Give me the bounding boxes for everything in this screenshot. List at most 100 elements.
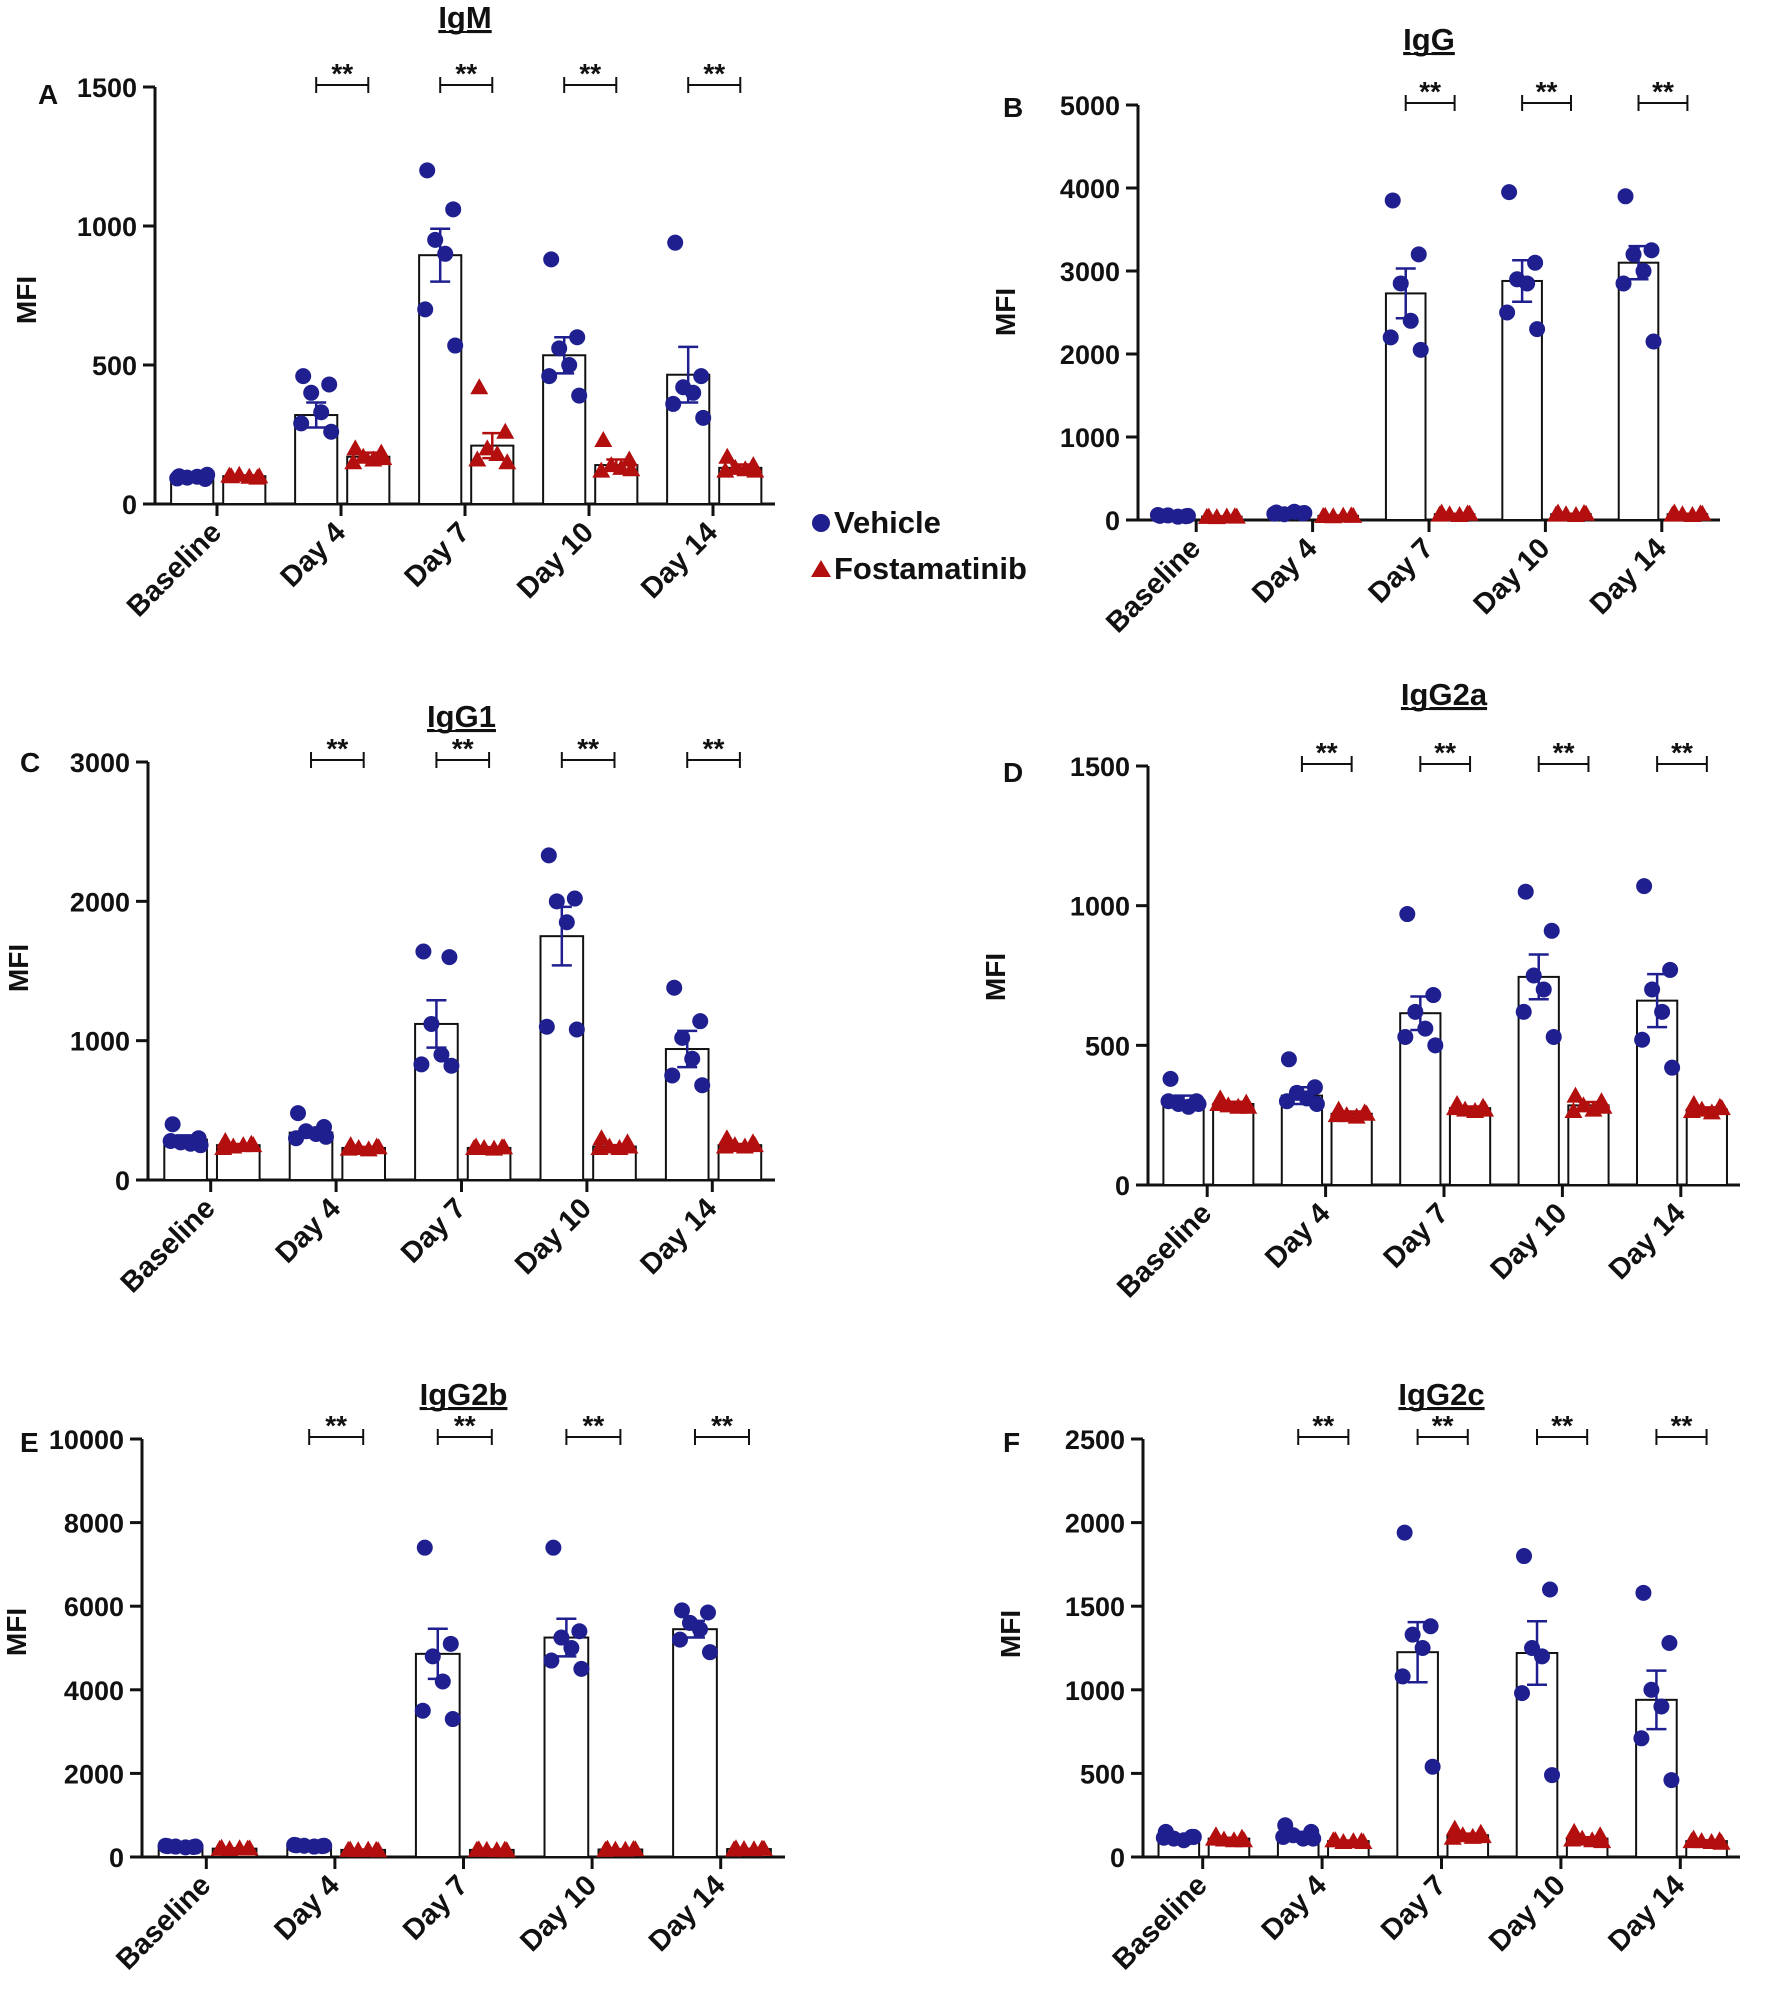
data-point-vehicle (1179, 507, 1196, 524)
y-tick-label: 0 (1105, 506, 1120, 536)
y-tick-label: 0 (1110, 1843, 1125, 1873)
data-point-vehicle (1280, 1051, 1297, 1068)
x-tick-label: Baseline (1100, 532, 1207, 639)
data-point-vehicle (701, 1644, 718, 1661)
data-point-vehicle (413, 1056, 430, 1073)
y-axis-label: MFI (980, 953, 1011, 1001)
data-point-fostamatinib (374, 449, 393, 466)
y-tick-label: 5000 (1060, 91, 1120, 121)
data-point-fostamatinib (478, 439, 497, 456)
x-tick-label: Day 4 (270, 1192, 347, 1269)
data-point-vehicle (543, 251, 560, 268)
x-tick-label: Baseline (115, 1192, 222, 1299)
data-point-vehicle (1653, 1698, 1670, 1715)
data-point-fostamatinib (1566, 1086, 1585, 1103)
data-point-fostamatinib (495, 1138, 514, 1155)
significance-label: ** (1671, 1410, 1693, 1441)
data-point-vehicle (1149, 507, 1166, 524)
y-tick-label: 2000 (1060, 340, 1120, 370)
data-point-vehicle (1417, 1020, 1434, 1037)
data-point-fostamatinib (1702, 1103, 1721, 1120)
bar-vehicle (1635, 999, 1679, 1187)
data-point-fostamatinib (1357, 1104, 1376, 1121)
significance-label: ** (1671, 737, 1693, 768)
data-point-fostamatinib (592, 461, 611, 478)
significance-label: ** (1312, 1410, 1334, 1441)
significance-label: ** (1551, 1410, 1573, 1441)
data-point-fostamatinib (1445, 1819, 1464, 1836)
data-point-vehicle (318, 1128, 335, 1145)
data-point-vehicle (419, 162, 436, 179)
data-point-vehicle (694, 1077, 711, 1094)
y-tick-label: 500 (92, 351, 137, 381)
data-point-vehicle (1643, 1681, 1660, 1698)
data-point-vehicle (573, 1660, 590, 1677)
data-point-vehicle (323, 423, 340, 440)
data-point-fostamatinib (1314, 507, 1333, 524)
data-point-vehicle (1615, 275, 1632, 292)
data-point-vehicle (1275, 1828, 1292, 1845)
data-point-vehicle (192, 1137, 209, 1154)
panel-c: C IgG1 MFI 0 1000 2000 3000 Baseline Day 4 Day 7 D… (3, 699, 775, 1299)
legend-item-vehicle: Vehicle (800, 503, 941, 543)
data-point-fostamatinib (1663, 505, 1682, 522)
data-point-vehicle (443, 1057, 460, 1074)
data-point-fostamatinib (339, 1840, 358, 1857)
y-tick-label: 3000 (1060, 257, 1120, 287)
data-point-vehicle (545, 1539, 562, 1556)
data-point-vehicle (445, 201, 462, 218)
data-point-vehicle (1162, 1070, 1179, 1087)
x-tick-label: Day 7 (1378, 1197, 1455, 1274)
data-point-vehicle (1635, 263, 1652, 279)
data-point-vehicle (1542, 1581, 1559, 1598)
data-point-vehicle (286, 1836, 303, 1853)
data-point-vehicle (1427, 1037, 1444, 1054)
data-point-vehicle (1664, 1059, 1681, 1076)
data-point-vehicle (1662, 961, 1679, 978)
data-point-vehicle (415, 943, 432, 960)
legend-label-fostamatinib: Fostamatinib (834, 551, 1027, 586)
y-tick-label: 500 (1080, 1759, 1125, 1789)
data-point-vehicle (427, 231, 444, 248)
data-point-fostamatinib (622, 460, 641, 477)
x-tick-label: Day 7 (1363, 532, 1440, 609)
data-point-vehicle (313, 404, 330, 421)
data-point-fostamatinib (1204, 1829, 1223, 1846)
data-point-fostamatinib (1209, 1094, 1228, 1111)
data-point-vehicle (674, 1029, 691, 1046)
data-point-fostamatinib (1594, 1097, 1613, 1114)
panel-letter: B (1003, 92, 1023, 123)
data-point-vehicle (433, 1046, 450, 1063)
y-tick-label: 0 (109, 1843, 124, 1873)
data-point-vehicle (1617, 188, 1634, 205)
x-tick-label: Day 7 (397, 1869, 474, 1946)
significance-label: ** (1434, 737, 1456, 768)
data-point-vehicle (1425, 987, 1442, 1004)
data-point-fostamatinib (369, 1841, 388, 1858)
data-point-vehicle (1634, 1031, 1651, 1048)
x-tick-label: Day 10 (1483, 1869, 1572, 1958)
data-point-fostamatinib (354, 447, 373, 464)
x-tick-label: Day 10 (509, 1192, 598, 1281)
data-point-fostamatinib (716, 461, 735, 478)
y-tick-label: 2000 (64, 1759, 124, 1789)
data-point-vehicle (571, 387, 588, 404)
x-tick-label: Day 4 (1246, 532, 1323, 609)
data-point-fostamatinib (1227, 507, 1246, 524)
data-point-vehicle (553, 1629, 570, 1646)
data-point-vehicle (1644, 981, 1661, 998)
bar-fostamatinib (1567, 1104, 1610, 1187)
data-point-fostamatinib (1324, 1831, 1343, 1848)
data-point-fostamatinib (1563, 1830, 1582, 1847)
x-tick-label: Day 14 (635, 516, 724, 605)
y-tick-label: 0 (1115, 1171, 1130, 1201)
data-point-vehicle (1384, 192, 1401, 209)
data-point-vehicle (685, 384, 702, 401)
data-point-vehicle (1190, 1095, 1207, 1112)
data-point-vehicle (1544, 1767, 1561, 1784)
x-tick-label: Day 10 (1468, 532, 1557, 621)
data-point-vehicle (447, 337, 464, 354)
y-tick-label: 1000 (1065, 1676, 1125, 1706)
bar-vehicle (539, 935, 585, 1182)
